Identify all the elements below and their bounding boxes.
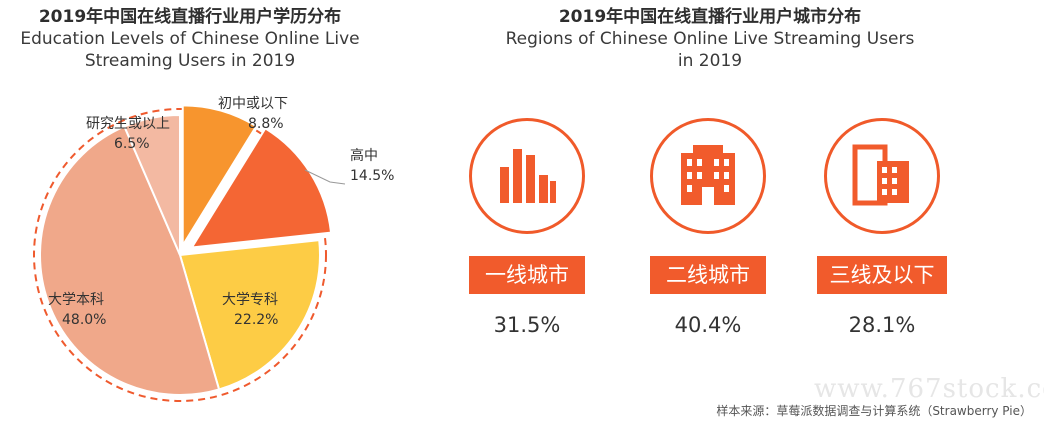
pie-label-4: 大学本科 48.0%	[48, 290, 106, 330]
region-value-label: 31.5%	[493, 313, 561, 337]
apartment-building-icon	[673, 141, 743, 215]
pie-category-label: 研究生或以上	[86, 116, 170, 132]
pie-value-label: 14.5%	[350, 168, 395, 184]
office-building-icon	[847, 141, 917, 215]
pie-value-label: 22.2%	[234, 312, 279, 328]
left-title-en-2: Streaming Users in 2019	[84, 51, 296, 71]
pie-value-label: 8.8%	[248, 116, 284, 132]
pie-label-1: 初中或以下 8.8%	[218, 94, 288, 134]
region-category-label: 一线城市	[469, 256, 585, 294]
watermark: www.767stock.com	[814, 374, 1044, 404]
right-title-en-2: in 2019	[677, 51, 743, 71]
region-icon-circle	[650, 118, 766, 234]
pie-category-label: 大学专科	[222, 292, 278, 308]
bar-buildings-icon	[492, 141, 562, 215]
right-chart-title: 2019年中国在线直播行业用户城市分布 Regions of Chinese O…	[475, 6, 945, 72]
pie-label-3: 大学专科 22.2%	[222, 290, 278, 330]
leader-line	[304, 169, 346, 185]
pie-slice-3	[178, 238, 321, 391]
pie-label-5: 研究生或以上 6.5%	[86, 114, 170, 154]
pie-slice-5	[123, 113, 181, 256]
pie-value-label: 6.5%	[114, 136, 150, 152]
right-title-en-1: Regions of Chinese Online Live Streaming…	[505, 29, 915, 49]
region-category-label: 二线城市	[650, 256, 766, 294]
left-title-cn: 2019年中国在线直播行业用户学历分布	[38, 7, 342, 27]
pie-slice-1	[181, 104, 258, 249]
pie-category-label: 大学本科	[48, 292, 104, 308]
pie-category-label: 初中或以下	[218, 96, 288, 112]
pie-dashed-ring	[33, 108, 327, 402]
right-title-cn: 2019年中国在线直播行业用户城市分布	[558, 7, 862, 27]
left-title-en-1: Education Levels of Chinese Online Live	[20, 29, 360, 49]
education-pie-chart	[33, 104, 346, 402]
left-chart-title: 2019年中国在线直播行业用户学历分布 Education Levels of …	[0, 6, 380, 72]
pie-category-label: 高中	[350, 148, 378, 164]
pie-slice-4	[39, 125, 221, 396]
source-note: 样本来源：草莓派数据调查与计算系统（Strawberry Pie）	[716, 404, 1032, 418]
pie-value-label: 48.0%	[62, 312, 107, 328]
region-value-label: 28.1%	[848, 313, 916, 337]
region-category-label: 三线及以下	[817, 256, 947, 294]
region-icon-circle	[469, 118, 585, 234]
region-value-label: 40.4%	[674, 313, 742, 337]
region-icon-circle	[824, 118, 940, 234]
pie-label-2: 高中 14.5%	[350, 146, 394, 186]
